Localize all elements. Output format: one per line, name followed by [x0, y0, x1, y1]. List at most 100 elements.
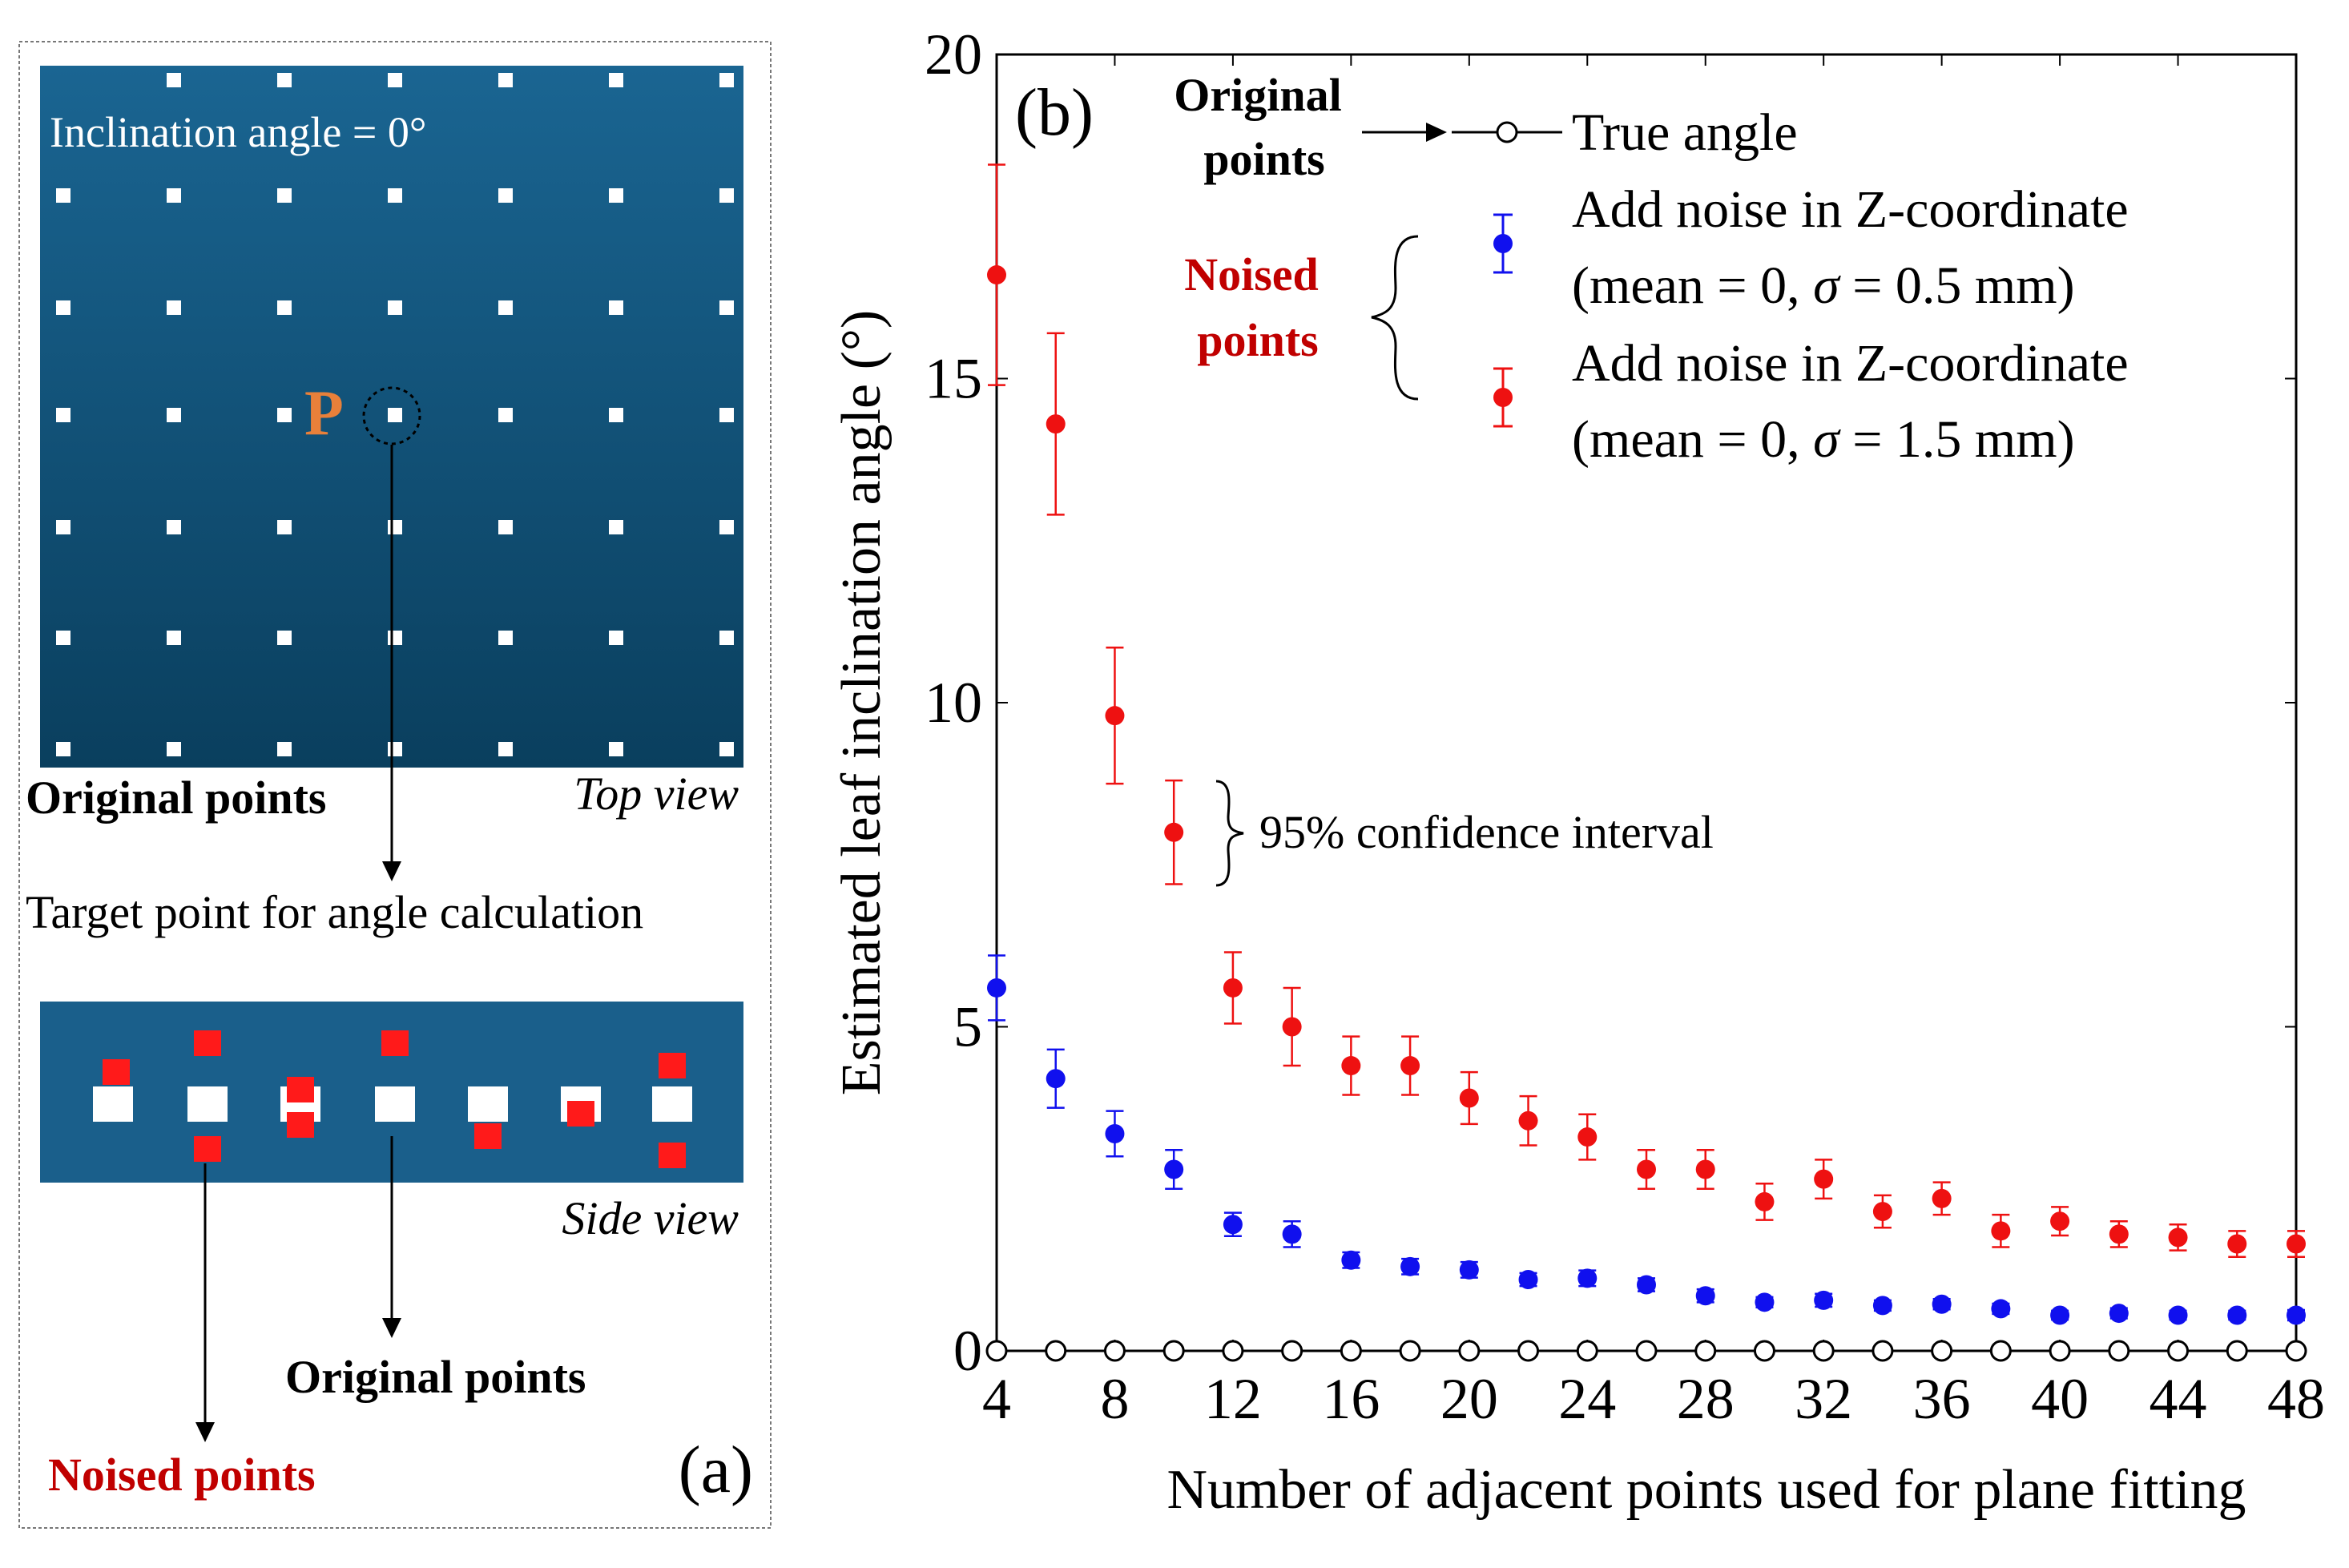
legend-true-angle-label: True angle: [1572, 103, 1798, 162]
grid-point: [498, 73, 513, 87]
grid-point: [609, 408, 623, 422]
grid-point: [498, 631, 513, 645]
top-view-points: [56, 73, 734, 756]
x-tick-label: 16: [1322, 1367, 1380, 1431]
point-true-angle: [1635, 1340, 1658, 1362]
side-noised-point: [567, 1101, 594, 1127]
point-sigma-1.5: [1046, 414, 1066, 434]
grid-point: [719, 300, 734, 315]
y-tick-label: 5: [953, 995, 982, 1059]
noised-points-label: Noised points: [48, 1449, 316, 1501]
top-view-label: Top view: [574, 768, 739, 820]
point-sigma-1.5: [1518, 1110, 1538, 1131]
grid-point: [388, 188, 402, 203]
point-sigma-0.5: [2287, 1305, 2306, 1325]
point-sigma-1.5: [1105, 706, 1125, 726]
noised-arrow-head: [195, 1422, 215, 1442]
point-sigma-0.5: [2109, 1304, 2129, 1324]
point-sigma-1.5: [1223, 977, 1243, 998]
point-true-angle: [2226, 1340, 2248, 1362]
grid-point: [609, 631, 623, 645]
point-true-angle: [1045, 1340, 1067, 1362]
point-sigma-0.5: [1695, 1286, 1715, 1306]
point-sigma-1.5: [1755, 1191, 1775, 1211]
grid-point: [719, 520, 734, 534]
side-noised-point: [194, 1136, 221, 1162]
side-noised-point: [659, 1053, 686, 1078]
point-sigma-0.5: [1932, 1294, 1952, 1314]
point-sigma-1.5: [1459, 1088, 1479, 1108]
grid-point: [609, 742, 623, 756]
legend-noised-label-1: Noised: [1184, 248, 1319, 300]
grid-point: [609, 73, 623, 87]
y-axis-ticks: 0 5 10 15 20: [925, 22, 2296, 1383]
grid-point: [388, 408, 402, 422]
point-sigma-0.5: [1400, 1256, 1420, 1276]
x-tick-label: 48: [2267, 1367, 2325, 1431]
grid-point: [167, 73, 181, 87]
y-tick-label: 0: [953, 1319, 982, 1383]
grid-point: [56, 408, 71, 422]
x-tick-label: 8: [1100, 1367, 1129, 1431]
point-sigma-0.5: [1164, 1159, 1184, 1179]
x-tick-label: 4: [982, 1367, 1011, 1431]
point-true-angle: [985, 1340, 1008, 1362]
point-true-angle: [1458, 1340, 1481, 1362]
x-tick-label: 40: [2031, 1367, 2089, 1431]
side-noised-point: [103, 1059, 130, 1085]
legend-original-arrow-head: [1426, 123, 1447, 142]
ci-annotation-brace: [1215, 780, 1244, 887]
grid-point: [56, 520, 71, 534]
grid-point: [498, 300, 513, 315]
legend-red-label-1: Add noise in Z-coordinate: [1572, 334, 2129, 393]
grid-point: [498, 520, 513, 534]
point-true-angle: [1399, 1340, 1421, 1362]
point-sigma-1.5: [987, 265, 1006, 285]
y-tick-label: 10: [925, 671, 982, 735]
grid-point: [609, 188, 623, 203]
x-tick-label: 44: [2150, 1367, 2207, 1431]
inclination-angle-annotation: Inclination angle = 0°: [50, 108, 426, 156]
legend-true-angle-marker: [1496, 121, 1518, 143]
target-point-label: Target point for angle calculation: [26, 886, 643, 938]
target-point-highlight: [362, 386, 421, 445]
grid-point: [498, 742, 513, 756]
grid-point: [167, 520, 181, 534]
point-true-angle: [1812, 1340, 1835, 1362]
point-sigma-0.5: [1223, 1215, 1243, 1235]
grid-point: [167, 188, 181, 203]
point-sigma-0.5: [1341, 1250, 1361, 1270]
grid-point: [56, 631, 71, 645]
point-sigma-0.5: [1872, 1296, 1892, 1316]
legend-original-label-1: Original: [1174, 69, 1341, 121]
grid-point: [277, 73, 292, 87]
grid-point: [277, 742, 292, 756]
legend-blue-label-2: (mean = 0, σ = 0.5 mm): [1572, 256, 2075, 315]
point-sigma-1.5: [1164, 822, 1184, 842]
grid-point: [277, 188, 292, 203]
grid-point: [388, 300, 402, 315]
y-axis-label: Estimated leaf inclination angle (°): [831, 310, 892, 1095]
grid-point: [277, 631, 292, 645]
point-sigma-1.5: [1932, 1188, 1952, 1208]
grid-point: [167, 742, 181, 756]
side-noised-point: [659, 1143, 686, 1168]
grid-point: [719, 742, 734, 756]
point-true-angle: [1931, 1340, 1953, 1362]
side-original-point: [468, 1086, 508, 1122]
point-sigma-0.5: [1518, 1270, 1538, 1290]
x-tick-label: 12: [1204, 1367, 1262, 1431]
grid-point: [498, 188, 513, 203]
side-original-point: [187, 1086, 228, 1122]
x-tick-label: 36: [1913, 1367, 1971, 1431]
legend-noised-label-2: points: [1197, 314, 1319, 366]
grid-point: [167, 408, 181, 422]
side-original-points-label: Original points: [285, 1351, 586, 1403]
grid-point: [277, 520, 292, 534]
grid-point: [388, 73, 402, 87]
point-true-angle: [1694, 1340, 1717, 1362]
panel-a-border: [18, 41, 772, 1529]
point-true-angle: [1753, 1340, 1775, 1362]
y-tick-label: 15: [925, 347, 982, 411]
